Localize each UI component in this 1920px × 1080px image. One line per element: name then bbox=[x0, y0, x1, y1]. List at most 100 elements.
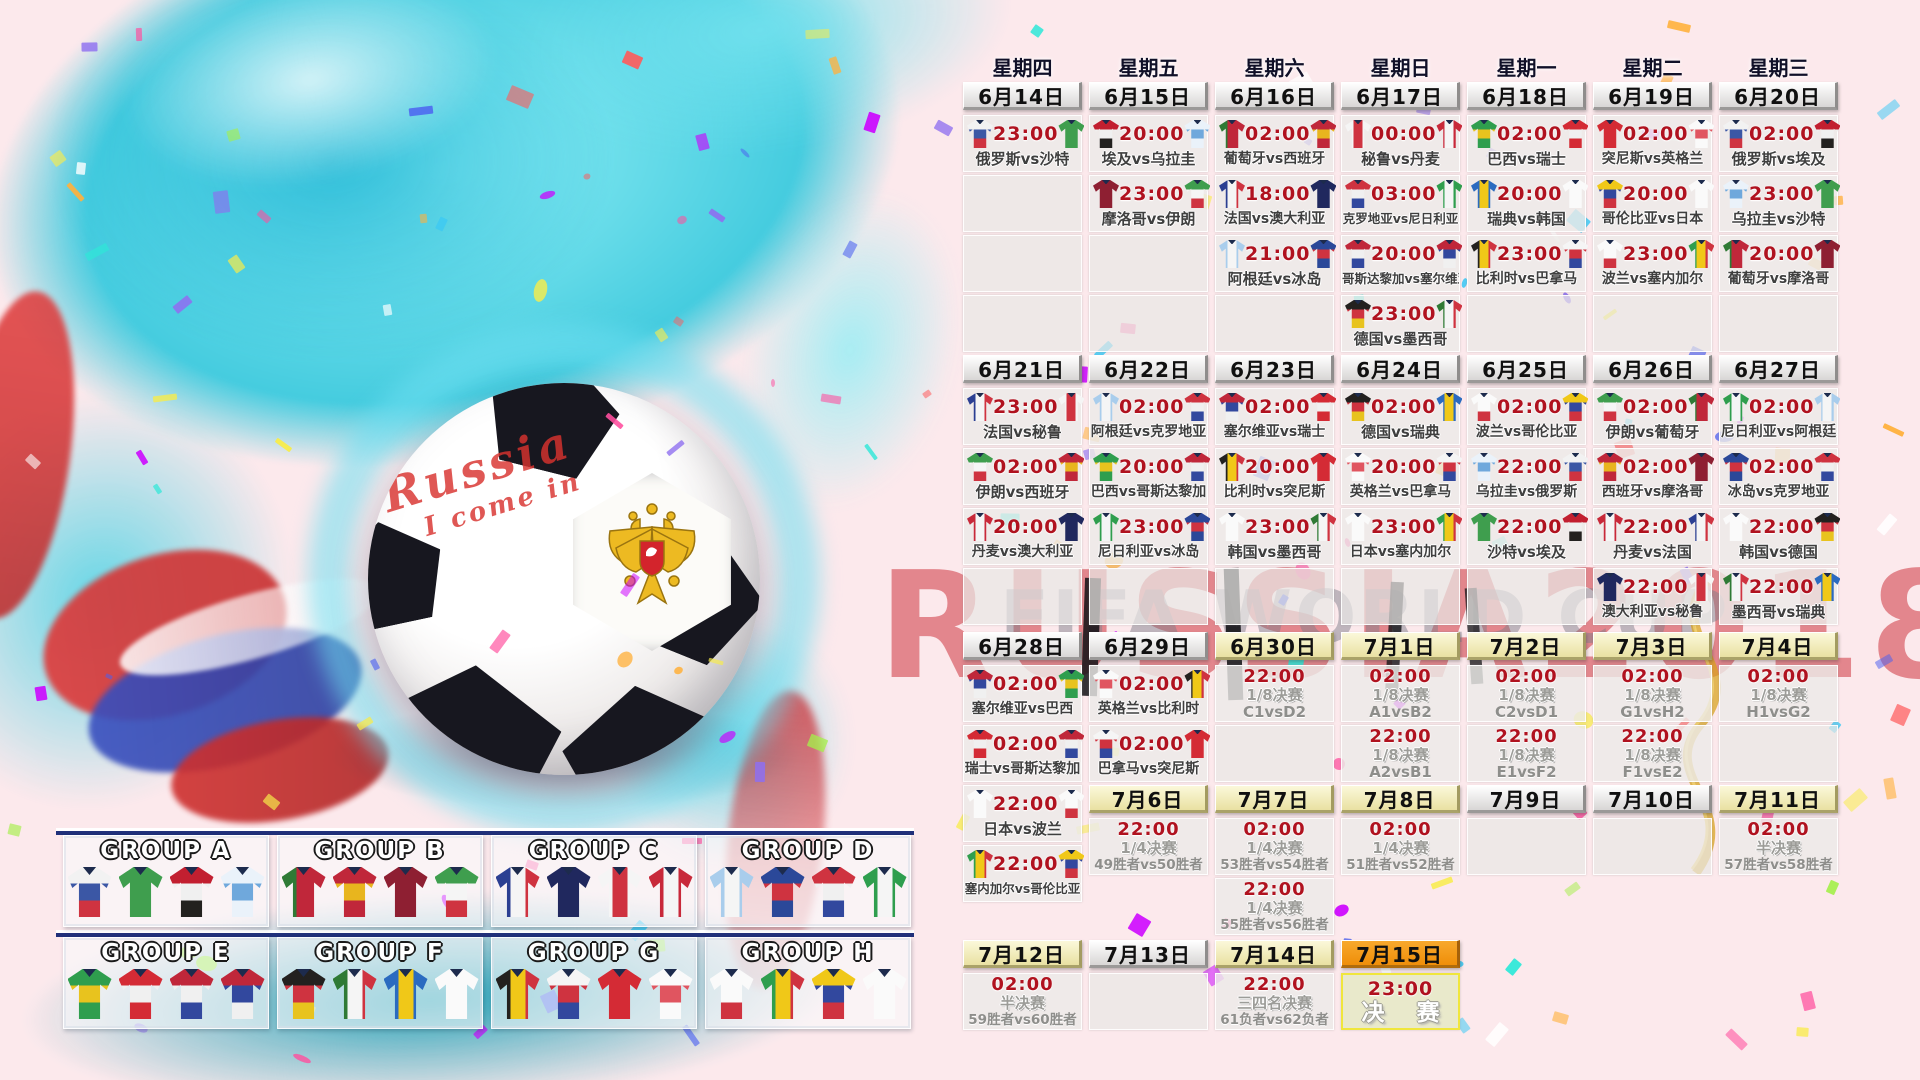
date-button[interactable]: 7月3日 bbox=[1593, 632, 1712, 660]
jersey-icon-denmark bbox=[1436, 120, 1463, 148]
date-button[interactable]: 7月13日 bbox=[1089, 940, 1208, 968]
date-button[interactable]: 6月24日 bbox=[1341, 355, 1460, 383]
jersey-collar bbox=[1480, 240, 1488, 245]
date-button[interactable]: 6月17日 bbox=[1341, 82, 1460, 110]
match-cell: 02:00 德国vs瑞典 bbox=[1341, 388, 1463, 445]
date-button[interactable]: 7月8日 bbox=[1341, 785, 1460, 813]
calendar-day-column: 7月4日 02:00 1/8决赛 H1vsG2 7月11日 02:00 半决赛 57胜者vs5… bbox=[1719, 632, 1838, 938]
calendar-columns: 6月21日 23:00 法国vs秘鲁 02:00 伊朗vs西班牙 20:00 丹麦vs澳大利… bbox=[963, 355, 1843, 628]
match-cell-top: 20:00 bbox=[1720, 236, 1841, 269]
date-button[interactable]: 7月12日 bbox=[963, 940, 1082, 968]
weekday-label: 星期三 bbox=[1748, 56, 1809, 80]
match-teams: 澳大利亚vs秘鲁 bbox=[1601, 604, 1704, 620]
match-cell: 02:00 巴西vs瑞士 bbox=[1467, 115, 1589, 172]
jersey-collar bbox=[1319, 180, 1328, 185]
date-button[interactable]: 6月25日 bbox=[1467, 355, 1586, 383]
match-cell: 22:00 塞内加尔vs哥伦比亚 bbox=[963, 845, 1085, 902]
match-time: 02:00 bbox=[1371, 396, 1437, 418]
jersey-collar bbox=[1732, 180, 1740, 185]
match-cell: 22:00 韩国vs德国 bbox=[1719, 508, 1841, 565]
match-cell-top: 00:00 bbox=[1342, 116, 1463, 149]
date-button[interactable]: 6月29日 bbox=[1089, 632, 1208, 660]
date-button[interactable]: 7月4日 bbox=[1719, 632, 1838, 660]
jersey-icon-saudi-arabia bbox=[1471, 513, 1497, 541]
match-cell-top: 22:00 bbox=[964, 786, 1085, 819]
jersey-collar bbox=[1193, 120, 1202, 125]
jersey-collar bbox=[1606, 573, 1614, 578]
jersey-collar bbox=[347, 867, 362, 875]
date-button[interactable]: 6月23日 bbox=[1215, 355, 1334, 383]
date-button[interactable]: 6月16日 bbox=[1215, 82, 1334, 110]
match-time: 22:00 bbox=[1117, 819, 1180, 840]
date-button[interactable]: 7月14日 bbox=[1215, 940, 1334, 968]
match-cell: 23:00 德国vs墨西哥 bbox=[1341, 295, 1463, 352]
knockout-cell: 02:00 1/8决赛 C2vsD1 bbox=[1467, 665, 1586, 722]
match-teams: 丹麦vs法国 bbox=[1613, 543, 1692, 561]
date-button[interactable]: 6月27日 bbox=[1719, 355, 1838, 383]
match-cell-top: 20:00 bbox=[1090, 116, 1211, 149]
jersey-collar bbox=[1067, 453, 1076, 458]
jersey-icon-uruguay bbox=[220, 867, 265, 917]
jersey-collar bbox=[1732, 453, 1740, 458]
knockout-cell: 22:00 1/8决赛 A2vsB1 bbox=[1341, 725, 1460, 782]
match-time: 22:00 bbox=[1243, 879, 1306, 900]
group-box-e: GROUP E bbox=[63, 937, 269, 1029]
jersey-icon-morocco bbox=[1688, 453, 1715, 481]
date-button[interactable]: 6月19日 bbox=[1593, 82, 1712, 110]
date-button[interactable]: 7月10日 bbox=[1593, 785, 1712, 813]
jersey-collar bbox=[1480, 393, 1488, 398]
match-time: 22:00 bbox=[1495, 726, 1558, 747]
date-button[interactable]: 6月28日 bbox=[963, 632, 1082, 660]
jersey-collar bbox=[826, 867, 841, 875]
date-button[interactable]: 7月15日 bbox=[1341, 940, 1460, 968]
date-button[interactable]: 6月18日 bbox=[1467, 82, 1586, 110]
empty-cell bbox=[1719, 725, 1838, 782]
match-teams: 俄罗斯vs埃及 bbox=[1731, 150, 1826, 168]
date-button[interactable]: 7月2日 bbox=[1467, 632, 1586, 660]
date-button[interactable]: 6月21日 bbox=[963, 355, 1082, 383]
match-cell: 23:00 尼日利亚vs冰岛 bbox=[1089, 508, 1211, 565]
match-time: 02:00 bbox=[1245, 123, 1311, 145]
jersey-icon-switzerland bbox=[1562, 120, 1589, 148]
match-cell-top: 02:00 bbox=[1720, 116, 1841, 149]
jersey-collar bbox=[1319, 393, 1328, 398]
calendar-day-column: 7月13日 bbox=[1089, 940, 1208, 1033]
empty-cell bbox=[1467, 295, 1586, 352]
match-time: 23:00 bbox=[1497, 243, 1563, 265]
match-cell: 02:00 俄罗斯vs埃及 bbox=[1719, 115, 1841, 172]
jersey-icon-croatia bbox=[811, 867, 856, 917]
jersey-collar bbox=[1102, 120, 1110, 125]
jersey-icon-denmark bbox=[1597, 513, 1623, 541]
date-button[interactable]: 7月9日 bbox=[1467, 785, 1586, 813]
date-button[interactable]: 6月14日 bbox=[963, 82, 1082, 110]
jersey-collar bbox=[612, 969, 627, 977]
jersey-icon-denmark bbox=[967, 513, 993, 541]
jersey-collar bbox=[133, 969, 148, 977]
date-button[interactable]: 6月15日 bbox=[1089, 82, 1208, 110]
date-button[interactable]: 7月7日 bbox=[1215, 785, 1334, 813]
date-button[interactable]: 7月1日 bbox=[1341, 632, 1460, 660]
knockout-matchup: C1vsD2 bbox=[1242, 703, 1307, 721]
match-teams: 摩洛哥vs伊朗 bbox=[1101, 210, 1196, 228]
match-teams: 葡萄牙vs西班牙 bbox=[1223, 151, 1326, 167]
match-teams: 瑞典vs韩国 bbox=[1487, 210, 1566, 228]
date-button[interactable]: 6月22日 bbox=[1089, 355, 1208, 383]
date-button[interactable]: 7月6日 bbox=[1089, 785, 1208, 813]
match-cell-top: 02:00 bbox=[1594, 116, 1715, 149]
jersey-icon-russia bbox=[1562, 453, 1589, 481]
jersey-icon-mexico bbox=[1723, 573, 1749, 601]
jersey-icon-morocco bbox=[1093, 180, 1119, 208]
knockout-matchup: G1vsH2 bbox=[1620, 703, 1685, 721]
date-button[interactable]: 7月11日 bbox=[1719, 785, 1838, 813]
match-cell-top: 22:00 bbox=[1594, 569, 1715, 602]
jersey-collar bbox=[1228, 393, 1236, 398]
match-cell: 20:00 瑞典vs韩国 bbox=[1467, 175, 1589, 232]
date-button[interactable]: 6月20日 bbox=[1719, 82, 1838, 110]
date-button[interactable]: 6月30日 bbox=[1215, 632, 1334, 660]
match-time: 22:00 bbox=[1497, 456, 1563, 478]
jersey-collar bbox=[1606, 513, 1614, 518]
jersey-icon-egypt bbox=[1562, 513, 1589, 541]
date-button[interactable]: 6月26日 bbox=[1593, 355, 1712, 383]
empty-cell bbox=[1089, 235, 1208, 292]
empty-cell bbox=[963, 295, 1082, 352]
